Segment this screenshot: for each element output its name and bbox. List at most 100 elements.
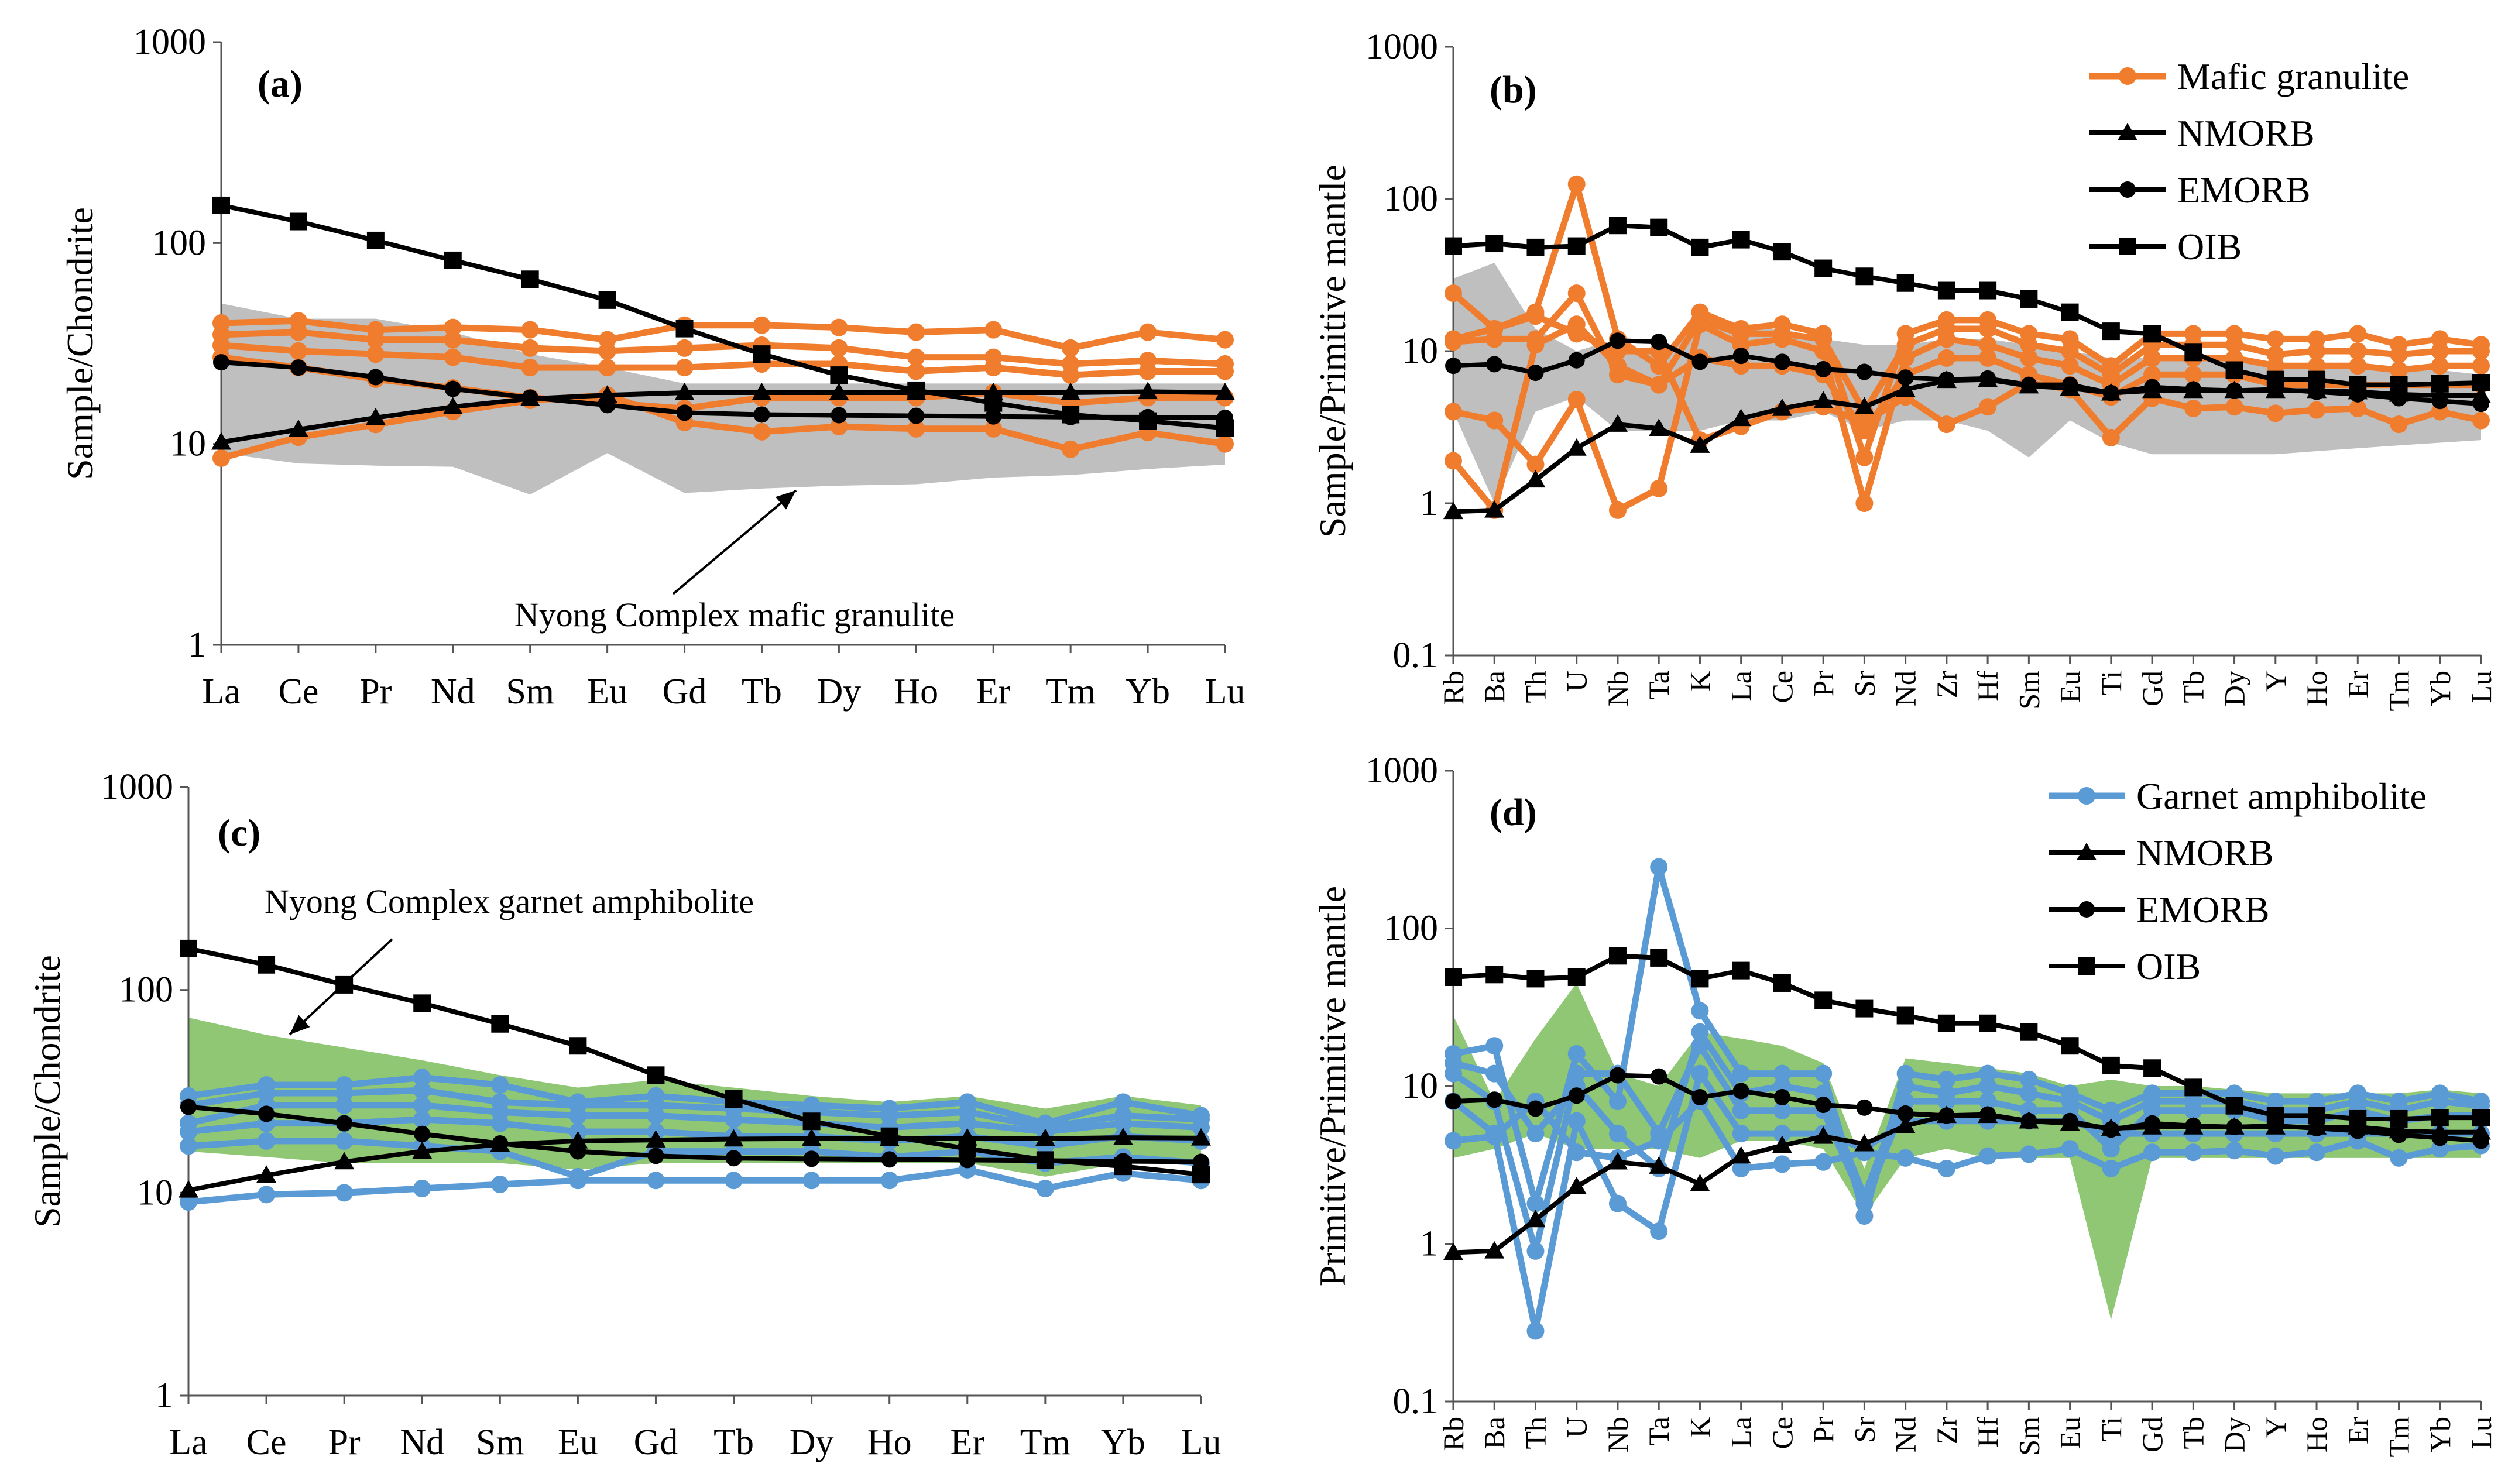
legend-item: OIB: [2089, 226, 2242, 267]
data-point: [1691, 1064, 1709, 1083]
legend-item: NMORB: [2049, 832, 2274, 874]
data-point: [2390, 345, 2408, 363]
data-point: [1979, 1106, 1996, 1123]
panel-a-x-tick-label: Sm: [506, 672, 554, 712]
data-point: [1608, 1194, 1627, 1212]
data-point: [1485, 1127, 1504, 1145]
data-point: [830, 366, 848, 384]
data-point: [1773, 1089, 1790, 1106]
data-point: [179, 1180, 198, 1198]
data-point: [2266, 370, 2284, 389]
data-point: [1896, 274, 1914, 292]
data-point: [674, 383, 695, 400]
data-point: [1445, 284, 1462, 303]
data-point: [1813, 391, 1834, 409]
data-point: [1731, 408, 1751, 427]
panel-d-x-tick-label: Rb: [1437, 1417, 1470, 1451]
data-point: [180, 939, 197, 957]
data-point: [1979, 1093, 1997, 1111]
data-point: [413, 1081, 431, 1100]
data-point: [1608, 947, 1627, 965]
data-point: [2472, 342, 2490, 360]
data-point: [335, 1096, 354, 1114]
panel-b-x-tick-label: Ho: [2300, 671, 2333, 706]
data-point: [598, 342, 616, 360]
data-point: [2349, 376, 2367, 394]
data-point: [675, 320, 694, 338]
data-point: [212, 449, 230, 467]
data-point: [1486, 1091, 1503, 1108]
panel-d-x-tick-label: Zr: [1930, 1417, 1963, 1445]
data-point: [2184, 1143, 2202, 1162]
data-point: [1485, 1037, 1504, 1055]
data-point: [647, 1148, 664, 1164]
data-point: [2184, 1078, 2202, 1097]
panel-c-tag: (c): [218, 812, 260, 854]
data-point: [880, 1172, 898, 1190]
series-line: [221, 317, 1226, 352]
data-point: [1814, 330, 1833, 348]
data-point: [1113, 1128, 1133, 1145]
panel-a-annotation-arrowhead: [775, 490, 796, 510]
data-point: [1607, 1152, 1628, 1170]
data-point: [598, 359, 616, 377]
data-point: [1938, 1107, 1955, 1124]
data-point: [1979, 336, 1997, 354]
data-point: [2266, 357, 2284, 375]
data-point: [1609, 1067, 1626, 1084]
data-point: [2225, 361, 2243, 379]
panel-a-y-tick-label: 1: [188, 625, 206, 665]
data-point: [2225, 398, 2243, 416]
panel-d-x-tick-label: K: [1683, 1417, 1716, 1438]
panel-d-x-tick-label: Lu: [2465, 1417, 2497, 1449]
panel-d-x-tick-label: Sm: [2012, 1417, 2045, 1456]
data-point: [212, 196, 230, 214]
data-point: [1732, 1064, 1750, 1083]
legend-label: NMORB: [2136, 832, 2274, 874]
data-point: [1773, 353, 1790, 370]
data-point: [1855, 1194, 1874, 1212]
data-point: [2225, 1142, 2243, 1160]
data-point: [1773, 243, 1791, 261]
data-point: [1567, 325, 1586, 343]
data-point: [675, 339, 694, 357]
data-point: [2308, 370, 2326, 389]
series-line: [221, 360, 1226, 420]
data-point: [2102, 1121, 2119, 1138]
panel-b-y-tick-label: 1: [1420, 483, 1438, 523]
data-point: [1216, 419, 1234, 437]
panel-a-x-tick-label: Ho: [894, 672, 938, 712]
data-point: [2143, 349, 2161, 367]
data-point: [1979, 1014, 1997, 1032]
panel-c-y-tick-label: 10: [137, 1173, 173, 1212]
data-point: [1608, 357, 1627, 375]
data-point: [2308, 1143, 2326, 1162]
data-point: [676, 404, 693, 421]
data-point: [2472, 411, 2490, 430]
panel-b-x-tick-label: K: [1683, 671, 1716, 692]
data-point: [802, 1112, 821, 1131]
data-point: [1607, 414, 1628, 432]
data-point: [1937, 281, 1955, 300]
data-point: [414, 1125, 431, 1142]
data-point: [1608, 501, 1627, 519]
data-point: [598, 291, 616, 309]
data-point: [1445, 403, 1462, 421]
data-point: [1485, 320, 1504, 338]
data-point: [1526, 1194, 1545, 1212]
data-point: [569, 1107, 587, 1125]
data-point: [1114, 1093, 1132, 1111]
data-point: [289, 342, 307, 360]
data-point: [2184, 366, 2202, 384]
series-line: [188, 1074, 1202, 1127]
legend-item: NMORB: [2089, 112, 2315, 154]
panel-d-x-tick-label: Ti: [2095, 1417, 2128, 1442]
series-line: [188, 1135, 1202, 1193]
data-point: [1445, 330, 1462, 348]
panel-c-x-tick-label: Pr: [328, 1423, 361, 1462]
data-point: [334, 1152, 355, 1170]
panel-b-y-tick-label: 100: [1384, 179, 1438, 219]
panel-a-tag: (a): [258, 63, 303, 105]
data-point: [1485, 411, 1504, 430]
